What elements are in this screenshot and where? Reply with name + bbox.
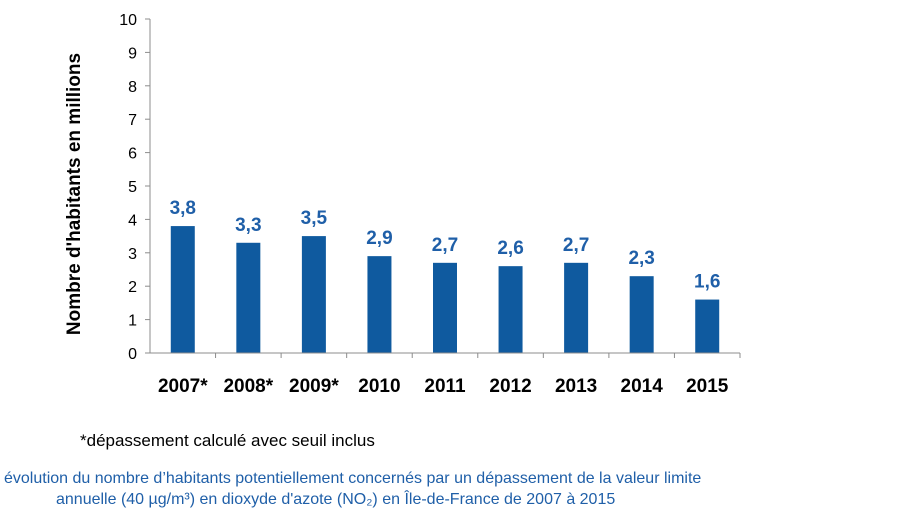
y-tick-label: 9	[128, 45, 137, 62]
x-category-label: 2013	[555, 376, 597, 397]
data-label: 1,6	[694, 272, 720, 293]
bar	[301, 236, 326, 353]
y-tick-label: 10	[119, 12, 137, 29]
bar	[695, 299, 720, 353]
bar	[367, 256, 392, 353]
data-label: 2,9	[366, 228, 392, 249]
x-category-label: 2007*	[158, 376, 208, 397]
y-tick-label: 2	[128, 279, 137, 296]
x-category-label: 2015	[686, 376, 729, 397]
x-category-label: 2014	[621, 376, 664, 397]
y-tick-label: 1	[128, 313, 137, 330]
data-label: 2,3	[628, 248, 654, 269]
data-label: 3,3	[235, 215, 261, 236]
data-label: 3,5	[301, 208, 328, 229]
figure-caption: évolution du nombre d’habitants potentie…	[4, 468, 899, 510]
bar-chart: 0 1 2 3 4 5 6 7 8 9 10 3,8 3,3 3,5 2,9 2,7 2,6 2,7 2,3 1,6…	[64, 12, 741, 397]
x-category-label: 2009*	[289, 376, 339, 397]
y-tick-label: 7	[128, 112, 137, 129]
y-tick-label: 8	[128, 79, 137, 96]
x-category-label: 2012	[489, 376, 531, 397]
y-axis-ticks: 0 1 2 3 4 5 6 7 8 9 10	[119, 12, 150, 363]
x-category-label: 2008*	[223, 376, 273, 397]
caption-line-2: annuelle (40 µg/m³) en dioxyde d'azote (…	[56, 491, 616, 508]
caption-line-1: évolution du nombre d’habitants potentie…	[4, 470, 702, 487]
y-tick-label: 5	[128, 179, 137, 196]
y-tick-label: 6	[128, 146, 137, 163]
y-tick-label: 3	[128, 246, 137, 263]
data-label: 2,7	[563, 235, 589, 256]
bar-series	[170, 226, 720, 353]
y-tick-label: 4	[128, 212, 137, 229]
bar	[433, 262, 457, 353]
bar	[629, 276, 654, 353]
data-label: 3,8	[170, 198, 196, 219]
data-label: 2,7	[432, 235, 458, 256]
data-label: 2,6	[497, 238, 523, 259]
x-category-label: 2011	[424, 376, 466, 397]
x-axis-labels: 2007* 2008* 2009* 2010 2011 2012 2013 2014 2015	[158, 353, 741, 397]
data-labels: 3,8 3,3 3,5 2,9 2,7 2,6 2,7 2,3 1,6	[170, 198, 721, 292]
bar	[498, 266, 523, 353]
x-category-label: 2010	[358, 376, 400, 397]
y-axis-title: Nombre d'habitants en millions	[64, 53, 85, 335]
bar	[236, 242, 261, 353]
y-tick-label: 0	[128, 346, 137, 363]
footnote: *dépassement calculé avec seuil inclus	[80, 431, 375, 450]
bar	[170, 226, 195, 353]
bar	[564, 262, 589, 353]
